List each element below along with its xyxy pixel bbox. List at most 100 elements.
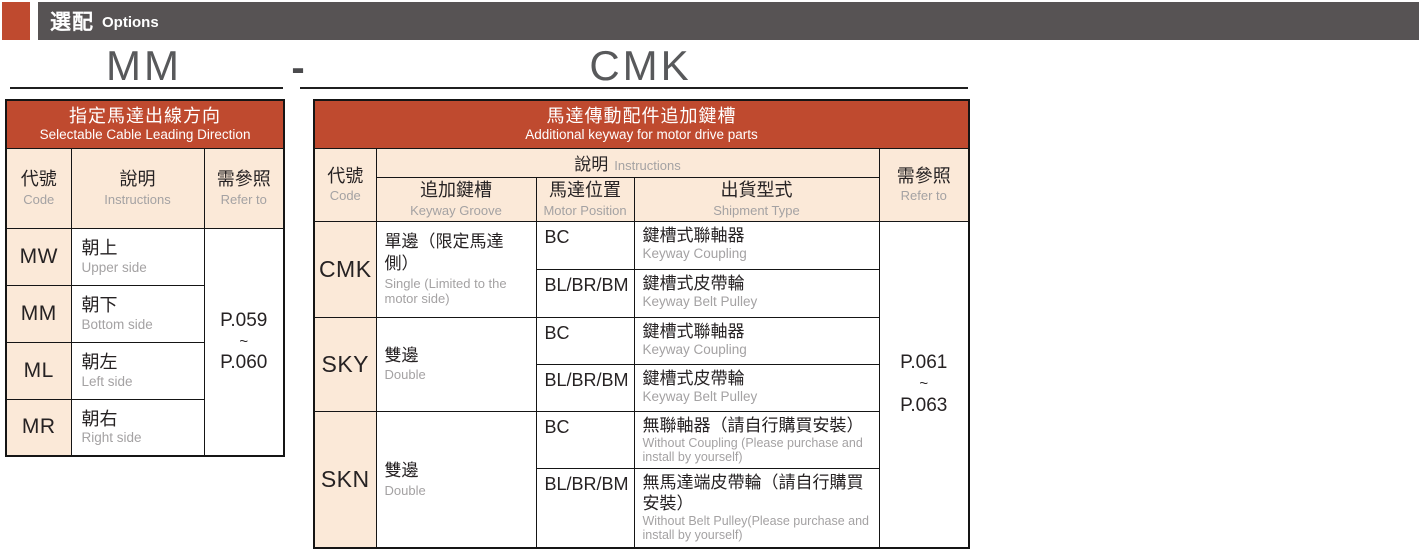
col-header-refer-en: Refer to [220, 191, 267, 207]
row-code-ml: ML [5, 341, 72, 400]
table-row: BL/BR/BM 無馬達端皮帶輪（請自行購買安裝） Without Belt P… [314, 467, 969, 549]
shipment-en: Keyway Belt Pulley [642, 293, 758, 309]
col-header-code-en: Code [329, 188, 361, 204]
row-code-mr: MR [5, 398, 72, 457]
cable-direction-table: 指定馬達出線方向 Selectable Cable Leading Direct… [5, 99, 286, 457]
col-header-keyway-en: Keyway Groove [410, 202, 502, 218]
keyway-zh: 雙邊 [384, 461, 419, 481]
group-code-skn: SKN [313, 410, 377, 549]
left-table-header-en: Selectable Cable Leading Direction [39, 127, 251, 143]
keyway-zh: 雙邊 [384, 346, 419, 366]
shipment-zh: 鍵槽式聯軸器 [642, 321, 745, 341]
refer-from: P.061 [900, 352, 948, 374]
col-header-motor-position-en: Motor Position [543, 202, 627, 218]
col-header-instructions: 說明 Instructions [375, 147, 880, 178]
col-header-motor-position: 馬達位置 Motor Position [535, 176, 635, 222]
group-code-sky: SKY [313, 316, 377, 412]
instruction-zh: 朝右 [81, 408, 118, 429]
left-table-header-zh: 指定馬達出線方向 [69, 105, 222, 126]
shipment-en: Without Coupling (Please purchase and in… [642, 435, 863, 465]
col-header-motor-position-zh: 馬達位置 [549, 180, 621, 201]
table-row: BL/BR/BM 鍵槽式皮帶輪 Keyway Belt Pulley [314, 363, 969, 412]
col-header-keyway: 追加鍵槽 Keyway Groove [375, 176, 537, 222]
keyway-en: Double [384, 482, 426, 498]
keyway-cell: 雙邊 Double [375, 316, 537, 412]
refer-range-right: P.061 ~ P.063 [878, 220, 970, 549]
instruction-zh: 朝下 [81, 295, 118, 316]
row-instruction: 朝上 Upper side [70, 227, 205, 286]
col-header-refer-zh: 需參照 [216, 169, 271, 190]
motor-position-cell: BC [535, 316, 635, 365]
shipment-en: Keyway Coupling [642, 245, 747, 261]
shipment-cell: 無馬達端皮帶輪（請自行購買安裝） Without Belt Pulley(Ple… [633, 467, 880, 549]
refer-to: P.063 [900, 394, 948, 416]
shipment-cell: 鍵槽式皮帶輪 Keyway Belt Pulley [633, 268, 880, 318]
keyway-en: Double [384, 367, 426, 383]
motor-position-cell: BL/BR/BM [535, 268, 635, 318]
table-row: CMK 單邊（限定馬達側） Single (Limited to the mot… [313, 220, 970, 549]
keyway-cell: 單邊（限定馬達側） Single (Limited to the motor s… [375, 220, 537, 318]
shipment-zh: 無馬達端皮帶輪（請自行購買安裝） [642, 472, 864, 513]
shipment-cell: 無聯軸器（請自行購買安裝） Without Coupling (Please p… [633, 410, 880, 469]
col-header-shipment-type-en: Shipment Type [713, 202, 800, 218]
col-header-instructions-en: Instructions [104, 191, 171, 207]
motor-position-cell: BL/BR/BM [535, 467, 635, 549]
table-row: BL/BR/BM 鍵槽式皮帶輪 Keyway Belt Pulley [314, 268, 969, 318]
left-table-header: 指定馬達出線方向 Selectable Cable Leading Direct… [5, 99, 285, 149]
instruction-zh: 朝上 [81, 238, 118, 259]
col-header-code-zh: 代號 [327, 165, 364, 186]
col-header-refer: 需參照 Refer to [878, 147, 970, 222]
row-code-mw: MW [5, 227, 72, 286]
keyway-en: Single (Limited to the motor side) [384, 275, 507, 307]
title-underline-right [300, 87, 968, 89]
col-header-instructions: 說明 Instructions [70, 147, 205, 229]
group-code-cmk: CMK [313, 220, 377, 318]
col-header-code-zh: 代號 [20, 169, 57, 190]
row-code-mm: MM [5, 284, 72, 343]
accent-square [2, 2, 30, 40]
instruction-zh: 朝左 [81, 352, 118, 373]
col-header-refer: 需參照 Refer to [203, 147, 285, 229]
col-header-shipment-type-zh: 出貨型式 [720, 180, 793, 201]
col-header-keyway-zh: 追加鍵槽 [420, 180, 492, 201]
instruction-en: Bottom side [81, 316, 153, 332]
title-underline-left [10, 87, 283, 89]
row-instruction: 朝左 Left side [70, 341, 205, 400]
shipment-zh: 無聯軸器（請自行購買安裝） [642, 415, 864, 435]
instruction-en: Left side [81, 373, 133, 389]
table-row: SKN 雙邊 Double BC 無聯軸器（請自行購買安裝） Without C… [313, 410, 969, 549]
refer-tilde: ~ [239, 332, 249, 350]
shipment-cell: 鍵槽式聯軸器 Keyway Coupling [633, 220, 880, 270]
shipment-zh: 鍵槽式皮帶輪 [642, 273, 745, 293]
col-header-shipment-type: 出貨型式 Shipment Type [633, 176, 880, 222]
refer-range-left: P.059 ~ P.060 [203, 227, 285, 457]
instruction-en: Upper side [81, 259, 147, 275]
shipment-en: Without Belt Pulley(Please purchase and … [642, 514, 870, 543]
col-header-instructions-en: Instructions [614, 158, 681, 173]
model-code-separator: - [291, 46, 305, 90]
section-banner: 選配 Options [38, 2, 1419, 40]
right-table-header: 馬達傳動配件追加鍵槽 Additional keyway for motor d… [313, 99, 970, 149]
col-header-code: 代號 Code [5, 147, 72, 229]
shipment-cell: 鍵槽式聯軸器 Keyway Coupling [633, 316, 880, 365]
model-code-cmk: CMK [589, 42, 692, 89]
right-table-header-zh: 馬達傳動配件追加鍵槽 [546, 105, 737, 126]
table-row: MR 朝右 Right side [5, 398, 284, 457]
keyway-zh: 單邊（限定馬達側） [384, 232, 504, 274]
motor-position-cell: BL/BR/BM [535, 363, 635, 412]
col-header-code: 代號 Code [313, 147, 377, 222]
table-row: SKY 雙邊 Double BC 鍵槽式聯軸器 Keyway Coupling [313, 316, 969, 412]
right-table-header-en: Additional keyway for motor drive parts [525, 127, 758, 143]
motor-position-cell: BC [535, 220, 635, 270]
col-header-code-en: Code [23, 191, 55, 207]
refer-from: P.059 [220, 309, 268, 331]
table-row: ML 朝左 Left side [5, 341, 284, 400]
keyway-options-table: 馬達傳動配件追加鍵槽 Additional keyway for motor d… [313, 99, 970, 549]
row-instruction: 朝右 Right side [70, 398, 205, 457]
keyway-cell: 雙邊 Double [375, 410, 537, 549]
row-instruction: 朝下 Bottom side [70, 284, 205, 343]
refer-tilde: ~ [919, 375, 929, 392]
refer-to: P.060 [220, 352, 268, 373]
table-row: MM 朝下 Bottom side [5, 284, 284, 343]
shipment-en: Keyway Belt Pulley [642, 388, 758, 404]
